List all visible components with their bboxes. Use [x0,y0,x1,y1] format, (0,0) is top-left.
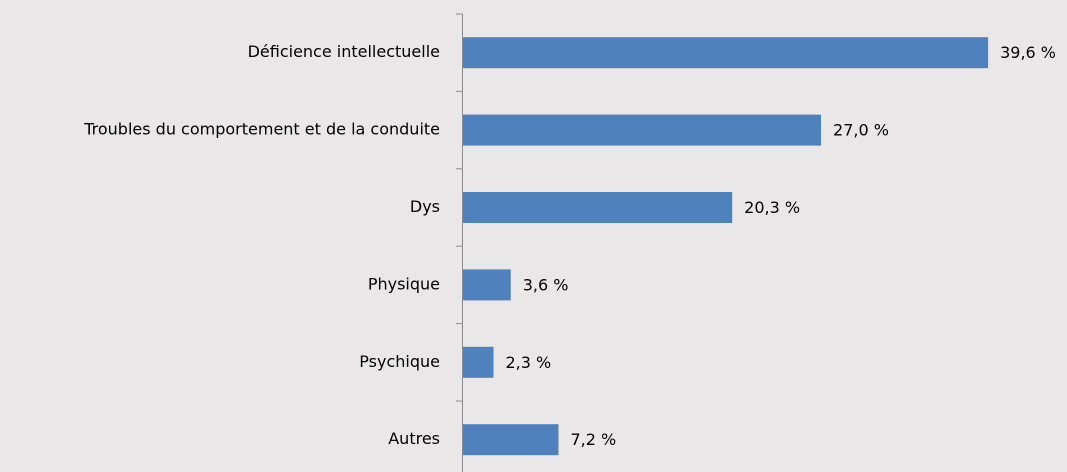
bar [463,346,494,378]
bar [463,424,559,456]
category-label: Troubles du comportement et de la condui… [83,120,440,139]
category-label: Psychique [359,352,440,371]
bar [463,37,989,69]
bar [463,114,822,146]
value-label: 20,3 % [744,198,800,217]
value-label: 3,6 % [523,275,569,294]
value-label: 7,2 % [570,430,616,449]
value-label: 27,0 % [833,121,889,140]
category-label: Physique [368,274,440,293]
value-label: 39,6 % [1000,43,1056,62]
category-label: Déficience intellectuelle [248,42,440,61]
value-label: 2,3 % [505,353,551,372]
bar [463,269,511,301]
category-label: Dys [410,197,440,216]
bar [463,192,733,223]
category-label: Autres [388,429,440,448]
